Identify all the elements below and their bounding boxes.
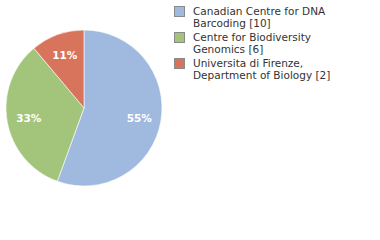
html-text:Universita di Firenze, Departm: Universita di Firenze, Department of Bio…: [193, 57, 331, 81]
html-text:Centre for Biodiversity Genomi: Centre for Biodiversity Genomics [6]: [193, 31, 312, 55]
svg-text:33%: 33%: [16, 112, 42, 124]
svg-text:11%: 11%: [52, 49, 78, 61]
svg-text:55%: 55%: [127, 112, 153, 124]
html-text:Canadian Centre for DNA Barcod: Canadian Centre for DNA Barcoding [10]: [193, 5, 326, 29]
